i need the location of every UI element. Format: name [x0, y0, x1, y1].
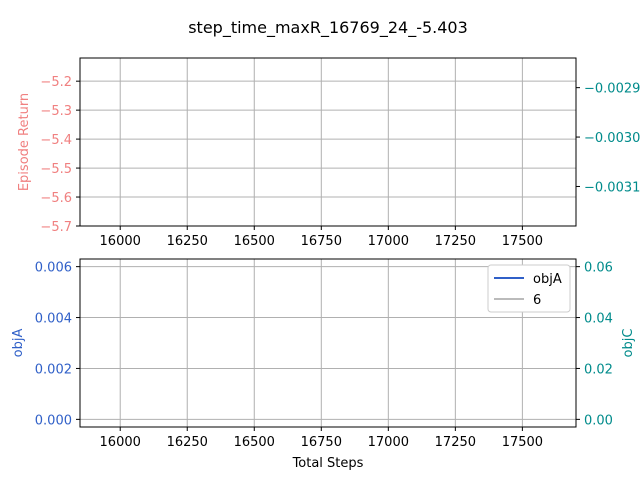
left-y-tick-label: 0.002	[35, 362, 72, 377]
bottom-left-ticks: 0.000 0.002 0.004 0.006	[35, 261, 80, 428]
x-tick-label: 17000	[368, 234, 409, 249]
right-y-tick-label: −0.0029	[584, 82, 640, 97]
bottom-grid	[80, 259, 576, 427]
top-grid	[80, 58, 576, 227]
right-y-tick-label: −0.0030	[584, 131, 640, 146]
left-y-tick-label: −5.7	[40, 220, 72, 235]
x-tick-label: 17500	[502, 234, 543, 249]
bottom-x-ticks: 16000 16250 16500 16750 17000 17250 17500	[100, 427, 543, 450]
x-tick-label: 17500	[502, 435, 543, 450]
right-y-tick-label: −0.0031	[584, 180, 640, 195]
top-left-ticks: −5.2 −5.3 −5.4 −5.5 −5.6 −5.7	[40, 75, 80, 235]
x-tick-label: 17250	[435, 234, 476, 249]
bottom-plot-frame	[79, 258, 577, 428]
left-y-tick-label: −5.3	[40, 104, 72, 119]
bottom-right-y-axis-label: objC	[621, 329, 636, 358]
legend: objA 6	[487, 264, 571, 313]
left-y-tick-label: 0.000	[35, 413, 72, 428]
x-tick-label: 16500	[234, 435, 275, 450]
x-tick-label: 17000	[368, 435, 409, 450]
x-tick-label: 17250	[435, 435, 476, 450]
x-axis-label: Total Steps	[292, 456, 364, 471]
right-y-tick-label: 0.04	[584, 312, 613, 327]
legend-box	[487, 264, 571, 313]
bottom-panel: 16000 16250 16500 16750 17000 17250 17500 0.00…	[11, 258, 636, 450]
x-tick-label: 16500	[234, 234, 275, 249]
left-y-tick-label: 0.004	[35, 312, 72, 327]
top-plot-frame	[79, 57, 577, 227]
x-tick-label: 16750	[301, 435, 342, 450]
x-tick-label: 16000	[100, 435, 141, 450]
right-y-tick-label: 0.02	[584, 362, 613, 377]
left-y-tick-label: −5.2	[40, 75, 72, 90]
bottom-right-ticks: 0.00 0.02 0.04 0.06	[576, 261, 613, 428]
chart-title: step_time_maxR_16769_24_-5.403	[188, 18, 468, 38]
x-tick-label: 16250	[167, 234, 208, 249]
left-y-tick-label: 0.006	[35, 261, 72, 276]
x-tick-label: 16250	[167, 435, 208, 450]
left-y-tick-label: −5.4	[40, 133, 72, 148]
x-tick-label: 16000	[100, 234, 141, 249]
legend-label-objA: objA	[533, 272, 562, 287]
top-y-axis-label: Episode Return	[17, 93, 32, 191]
top-right-ticks: −0.0029 −0.0030 −0.0031	[576, 82, 640, 195]
right-y-tick-label: 0.06	[584, 261, 613, 276]
top-panel: 16000 16250 16500 16750 17000 17250 17500 −5.2…	[17, 57, 640, 249]
top-x-ticks: 16000 16250 16500 16750 17000 17250 17500	[100, 226, 543, 249]
bottom-left-y-axis-label: objA	[11, 329, 26, 358]
x-tick-label: 16750	[301, 234, 342, 249]
left-y-tick-label: −5.6	[40, 191, 72, 206]
legend-label-6: 6	[533, 293, 541, 308]
right-y-tick-label: 0.00	[584, 413, 613, 428]
left-y-tick-label: −5.5	[40, 162, 72, 177]
